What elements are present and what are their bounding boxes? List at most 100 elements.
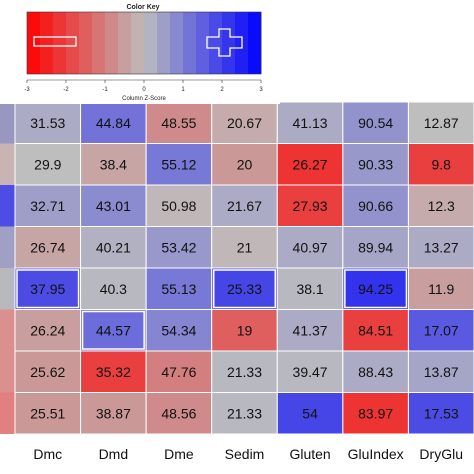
cell-value-label: 40.21	[96, 239, 131, 255]
heatmap-cell	[407, 392, 474, 435]
heatmap-cell	[342, 309, 409, 352]
cell-value-label: 9.8	[431, 156, 451, 172]
cell-value-label: 12.87	[424, 115, 459, 131]
heatmap-cell	[407, 267, 474, 310]
cell-value-label: 27.93	[293, 198, 328, 214]
heatmap-cells: 31.53 44.84 48.55 20.67 41.13 90.54 12.87 29.9 3…	[14, 101, 474, 435]
color-key-band	[105, 12, 119, 74]
heatmap-cell	[80, 184, 147, 227]
cell-value-label: 20.67	[227, 115, 262, 131]
highlighted-cell-outline	[16, 269, 80, 309]
cell-value-label: 89.94	[358, 239, 393, 255]
cell-value-label: 48.56	[161, 405, 196, 421]
cell-value-label: 54	[302, 405, 318, 421]
color-key-tick-label: 2	[220, 87, 224, 93]
cell-value-label: 17.53	[424, 405, 459, 421]
color-key-band	[92, 12, 106, 74]
cell-value-label: 29.9	[34, 156, 61, 172]
cell-value-label: 43.01	[96, 198, 131, 214]
highlighted-cells	[16, 269, 408, 350]
heatmap-cell	[407, 309, 474, 352]
cell-value-label: 47.76	[161, 364, 196, 380]
color-key-band	[170, 12, 184, 74]
color-key-band	[144, 12, 158, 74]
cell-value-label: 90.33	[358, 156, 393, 172]
cell-value-label: 90.54	[358, 115, 393, 131]
column-labels: Dmc Dmd Dme Sedim Gluten GluIndex DryGlu	[33, 446, 463, 462]
color-key-band	[157, 12, 171, 74]
color-key-title: Color Key	[126, 4, 159, 11]
heatmap-cell	[342, 392, 409, 435]
cell-value-label: 20	[237, 156, 253, 172]
cell-value-label: 54.34	[161, 322, 196, 338]
color-key-tick-label: -1	[102, 87, 108, 93]
heatmap-cell	[80, 350, 147, 393]
column-label: Dmc	[33, 446, 62, 462]
heatmap-cell	[276, 350, 344, 393]
highlighted-cell-outline	[81, 310, 145, 350]
cell-value-label: 48.55	[161, 115, 196, 131]
cell-value-label: 21.33	[227, 364, 262, 380]
row-edge-cell	[0, 392, 15, 434]
heatmap-cell	[407, 101, 474, 144]
heatmap-cell	[80, 309, 147, 352]
cell-value-label: 84.51	[358, 322, 393, 338]
cell-value-label: 44.84	[96, 115, 131, 131]
heatmap-cell	[407, 226, 474, 269]
highlighted-cell-outline	[344, 269, 408, 309]
heatmap-cell	[211, 392, 278, 435]
cell-value-label: 40.3	[100, 281, 127, 297]
cell-value-label: 19	[237, 322, 253, 338]
heatmap-cell	[14, 350, 82, 393]
column-label: GluIndex	[348, 446, 404, 462]
cell-value-label: 90.66	[358, 198, 393, 214]
cell-value-label: 38.87	[96, 405, 131, 421]
column-label: Gluten	[289, 446, 330, 462]
color-key: Color Key -3 -2 -1 0 1 2 3 Column Z-Score	[0, 0, 280, 104]
heatmap-cell	[145, 184, 213, 227]
color-key-band	[40, 12, 54, 74]
color-key-tick-label: 3	[259, 87, 263, 93]
color-key-band	[53, 12, 67, 74]
column-label: Dmd	[99, 446, 129, 462]
cell-value-label: 13.27	[424, 239, 459, 255]
row-edge-cell	[0, 351, 15, 393]
color-key-band	[248, 12, 262, 74]
cell-value-label: 26.27	[293, 156, 328, 172]
color-key-band	[209, 12, 223, 74]
cell-value-label: 41.37	[293, 322, 328, 338]
column-label: Dme	[164, 446, 194, 462]
highlighted-cell-outline	[212, 269, 277, 309]
cell-value-label: 94.25	[358, 281, 393, 297]
color-key-band	[196, 12, 210, 74]
heatmap-cell	[276, 267, 344, 310]
color-key-band	[66, 12, 80, 74]
cell-value-label: 21.67	[227, 198, 262, 214]
color-key-band	[222, 12, 236, 74]
color-key-gradient	[26, 11, 262, 75]
color-key-band	[79, 12, 93, 74]
cell-value-label: 21	[237, 239, 253, 255]
heatmap-cell	[276, 309, 344, 352]
color-key-tick-label: 0	[142, 87, 146, 93]
column-label: DryGlu	[419, 446, 463, 462]
heatmap-cell	[276, 184, 344, 227]
heatmap-cell	[14, 143, 82, 186]
cell-value-label: 26.74	[30, 239, 65, 255]
cell-value-label: 35.32	[96, 364, 131, 380]
cell-value-label: 37.95	[30, 281, 65, 297]
row-edge-cell	[0, 143, 15, 185]
row-edge-cell	[0, 268, 15, 310]
heatmap-cell	[145, 309, 213, 352]
heatmap-cell	[211, 267, 278, 310]
cell-value-label: 38.1	[296, 281, 323, 297]
color-key-xlabel: Column Z-Score	[122, 96, 166, 102]
row-edge-cell	[0, 102, 15, 144]
row-edge-cell	[0, 185, 15, 227]
cell-value-label: 41.13	[293, 115, 328, 131]
minus-symbol	[33, 36, 77, 47]
column-label: Sedim	[225, 446, 265, 462]
color-key-tick-label: 1	[181, 87, 185, 93]
heatmap-cell	[211, 309, 278, 352]
